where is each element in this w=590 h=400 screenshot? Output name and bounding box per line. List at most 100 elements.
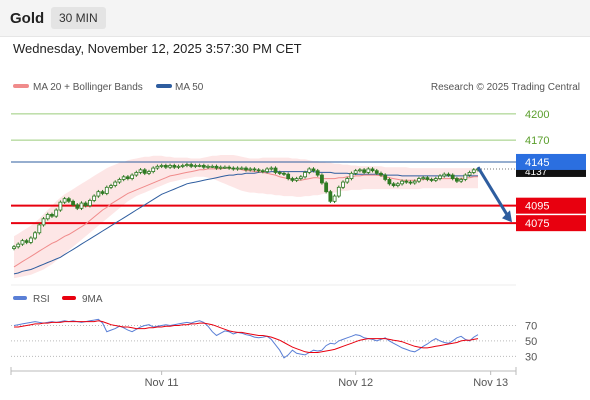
header-bar: Gold 30 MIN: [0, 0, 590, 37]
level-label-4200: 4200: [525, 109, 549, 121]
candle-body: [193, 165, 198, 167]
instrument-title: Gold: [10, 10, 45, 27]
candle-body: [370, 168, 375, 172]
candle-body: [455, 178, 459, 182]
candle-body: [71, 200, 75, 206]
candle-body: [298, 176, 303, 179]
candle-body: [450, 174, 455, 179]
ma50-legend-label: MA 50: [175, 82, 204, 93]
rsi-ma-legend-swatch: [62, 296, 76, 300]
timeframe-badge[interactable]: 30 MIN: [51, 7, 106, 29]
ma20-legend-label: MA 20 + Bollinger Bands: [33, 82, 143, 93]
candle-body: [62, 198, 67, 203]
candle-body: [66, 198, 71, 202]
rsi-panel: 70 50 30: [11, 318, 537, 363]
rsi-tick-50: 50: [525, 336, 537, 348]
ma20-legend-swatch: [13, 84, 29, 88]
candle-body: [121, 176, 126, 180]
candle-body: [341, 181, 345, 188]
candle-body: [142, 169, 147, 174]
candle-body: [163, 165, 168, 168]
candle-body: [180, 165, 185, 167]
candle-body: [100, 191, 105, 194]
candle-body: [366, 168, 371, 173]
candle-body: [417, 178, 421, 182]
candle-body: [421, 177, 426, 180]
candle-body: [223, 166, 227, 169]
ma50-legend-swatch: [156, 84, 172, 88]
candle-body: [206, 165, 210, 168]
candle-body: [50, 214, 54, 217]
candle-body: [12, 246, 16, 249]
price-levels: [11, 113, 516, 225]
candle-body: [265, 168, 269, 172]
price-legend: MA 20 + Bollinger Bands MA 50: [13, 82, 204, 93]
candle-body: [45, 214, 50, 220]
candle-body: [92, 195, 97, 201]
candle-body: [294, 178, 299, 181]
candle-body: [307, 168, 312, 173]
candle-body: [345, 178, 350, 183]
candle-body: [227, 166, 232, 169]
candle-body: [28, 237, 33, 243]
candle-body: [412, 180, 417, 184]
candle-body: [201, 165, 206, 168]
candle-body: [256, 169, 261, 172]
candle-body: [311, 168, 316, 172]
candle-body: [16, 243, 21, 248]
candle-body: [96, 191, 101, 197]
candle-body: [197, 165, 202, 167]
candle-body: [168, 165, 172, 168]
candle-body: [130, 174, 135, 179]
candle-body: [24, 240, 29, 243]
level-tag-4145: [516, 153, 586, 170]
level-label-4145: 4145: [525, 157, 549, 169]
last-price-tag: [516, 167, 586, 177]
candle-body: [58, 201, 63, 211]
candle-body: [273, 167, 278, 173]
candle-body: [277, 172, 282, 174]
rsi-tick-30: 30: [525, 351, 537, 363]
candle-body: [88, 200, 92, 207]
candle-body: [214, 165, 219, 169]
candle-body: [324, 182, 329, 193]
candle-body: [104, 186, 109, 194]
candle-body: [239, 167, 244, 170]
bollinger-band: [14, 155, 478, 279]
x-tick-label: Nov 13: [473, 377, 508, 389]
candle-body: [303, 172, 307, 178]
candle-body: [282, 172, 286, 175]
candle-body: [147, 171, 151, 174]
candle-body: [349, 172, 354, 179]
level-label-4095: 4095: [525, 201, 549, 213]
forecast-arrow: [476, 166, 512, 223]
chart-datetime: Wednesday, November 12, 2025 3:57:30 PM …: [13, 41, 302, 56]
candle-body: [374, 170, 379, 174]
candle-body: [353, 170, 358, 174]
candle-body: [387, 179, 392, 185]
candle-body: [125, 176, 130, 179]
candle-body: [471, 169, 476, 173]
candle-body: [425, 177, 430, 180]
candle-body: [210, 165, 215, 168]
candle-body: [33, 232, 37, 239]
rsi-legend: RSI 9MA: [13, 294, 103, 305]
candle-body: [467, 172, 472, 176]
level-label-4075: 4075: [525, 218, 549, 230]
candle-body: [438, 175, 442, 179]
candle-body: [442, 173, 447, 177]
rsi-tick-70: 70: [525, 320, 537, 332]
candle-body: [138, 169, 143, 173]
candle-body: [235, 167, 240, 170]
candle-body: [109, 185, 113, 188]
rsi-ma-line: [14, 320, 479, 353]
x-tick-label: Nov 12: [338, 377, 373, 389]
level-label-4170: 4170: [525, 135, 549, 147]
candle-body: [383, 174, 388, 180]
candle-body: [218, 166, 223, 169]
candle-body: [159, 165, 164, 167]
x-tick-label: Nov 11: [145, 377, 179, 389]
candle-body: [320, 174, 324, 184]
